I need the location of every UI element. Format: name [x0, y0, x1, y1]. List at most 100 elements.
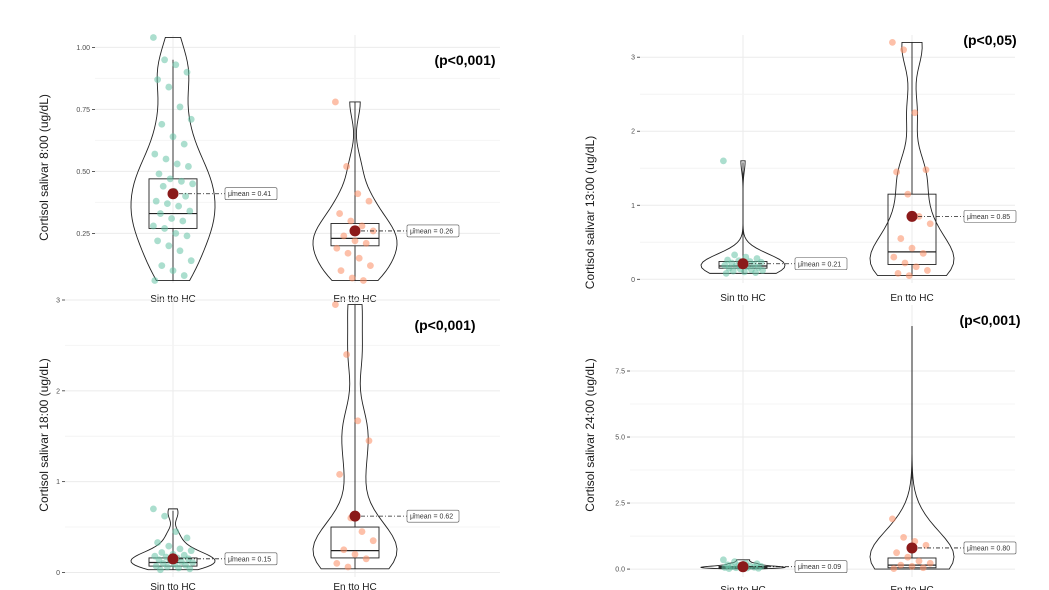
data-point: [725, 565, 733, 572]
data-point: [908, 244, 916, 252]
category-label: Sin tto HC: [150, 582, 196, 590]
y-tick-label: 2.5: [615, 501, 625, 508]
data-point: [168, 215, 176, 222]
data-point: [161, 225, 169, 232]
data-point: [348, 274, 356, 282]
mean-point: [906, 210, 918, 222]
data-point: [187, 257, 195, 265]
p-value-label: (p<0,001): [959, 312, 1020, 328]
y-axis-title: Cortisol salivar 13:00 (ug/dL): [583, 136, 597, 289]
y-tick-label: 0.25: [76, 231, 90, 238]
box-iqr: [330, 223, 380, 247]
data-point: [159, 182, 167, 190]
y-tick-label: 3: [56, 298, 60, 305]
data-point: [900, 46, 907, 54]
data-point: [340, 546, 348, 554]
chart-panel-4: 0.0 2.5 5.0 7.5 Cortisol salivar 24:00 (ug/d…: [583, 305, 1021, 590]
group-1: μ̂mean = 0.09 Sin tto HC: [700, 556, 848, 590]
data-point: [889, 39, 896, 46]
data-point: [336, 210, 343, 217]
data-point: [919, 564, 927, 572]
data-point: [151, 277, 159, 284]
data-point: [178, 177, 185, 185]
data-point: [340, 232, 348, 240]
data-point: [158, 262, 166, 270]
data-point: [155, 170, 163, 178]
group-2: μ̂mean = 0.85 En tto HC: [869, 39, 1017, 304]
data-point: [358, 528, 366, 535]
data-point: [176, 247, 184, 255]
data-point: [187, 547, 195, 555]
mean-label: μ̂mean = 0.41: [228, 191, 271, 198]
data-point: [172, 230, 180, 237]
data-point: [157, 566, 164, 574]
chart-panel-2: 0 1 2 3 Cortisol salivar 13:00 (ug/dL) (p<0,0…: [583, 32, 1017, 304]
data-point: [889, 515, 896, 523]
data-point: [332, 301, 339, 308]
data-point: [897, 561, 905, 569]
data-point: [912, 263, 920, 271]
data-point: [189, 559, 197, 566]
mean-label: μ̂mean = 0.26: [410, 228, 453, 235]
data-point: [358, 222, 366, 230]
data-point: [351, 237, 359, 245]
data-point: [180, 272, 188, 279]
category-label: En tto HC: [333, 582, 376, 590]
data-point: [179, 217, 187, 225]
data-point: [152, 197, 160, 205]
group-1: μ̂mean = 0.15 Sin tto HC: [130, 505, 278, 590]
data-point: [351, 550, 359, 558]
data-point: [367, 262, 374, 270]
box-iqr: [330, 526, 380, 559]
data-point: [893, 168, 900, 176]
data-point: [189, 180, 197, 188]
data-point: [182, 192, 190, 200]
y-tick-label: 1: [631, 203, 635, 210]
mean-label-box: [224, 552, 278, 566]
data-point: [183, 232, 191, 240]
data-point: [175, 564, 183, 572]
data-point: [752, 269, 759, 277]
data-point: [186, 207, 194, 215]
data-point: [150, 505, 157, 513]
y-axis-title: Cortisol salivar 24:00 (ug/dL): [583, 358, 597, 511]
mean-point: [349, 510, 361, 522]
mean-point: [737, 258, 749, 270]
data-point: [169, 267, 177, 274]
data-point: [183, 68, 191, 76]
mean-label-box: [794, 560, 848, 574]
data-point: [165, 542, 173, 550]
category-label: En tto HC: [890, 585, 933, 590]
data-point: [183, 534, 191, 542]
mean-point: [167, 553, 179, 565]
category-label: Sin tto HC: [720, 585, 766, 590]
y-tick-label: 0: [631, 277, 635, 284]
data-point: [365, 437, 373, 445]
mean-point: [737, 561, 749, 573]
category-label: Sin tto HC: [720, 293, 766, 304]
y-tick-label: 1.00: [76, 45, 90, 52]
data-point: [362, 239, 370, 247]
data-point: [369, 537, 377, 545]
data-point: [158, 549, 166, 556]
data-point: [336, 470, 343, 478]
mean-label-box: [406, 509, 460, 523]
data-point: [720, 157, 727, 165]
data-point: [355, 254, 363, 262]
data-point: [161, 512, 169, 520]
y-tick-label: 2: [631, 129, 635, 136]
data-point: [362, 555, 370, 563]
data-point: [172, 528, 180, 535]
data-point: [729, 267, 737, 275]
violin-outline: [312, 101, 398, 281]
data-point: [164, 563, 171, 571]
data-point: [187, 115, 195, 123]
p-value-label: (p<0,001): [434, 52, 495, 68]
y-tick-label: 3: [631, 55, 635, 62]
mean-point: [906, 542, 918, 554]
data-point: [343, 163, 350, 170]
data-point: [185, 163, 192, 170]
mean-label-box: [794, 257, 848, 271]
data-point: [165, 242, 173, 250]
data-point: [365, 197, 373, 205]
